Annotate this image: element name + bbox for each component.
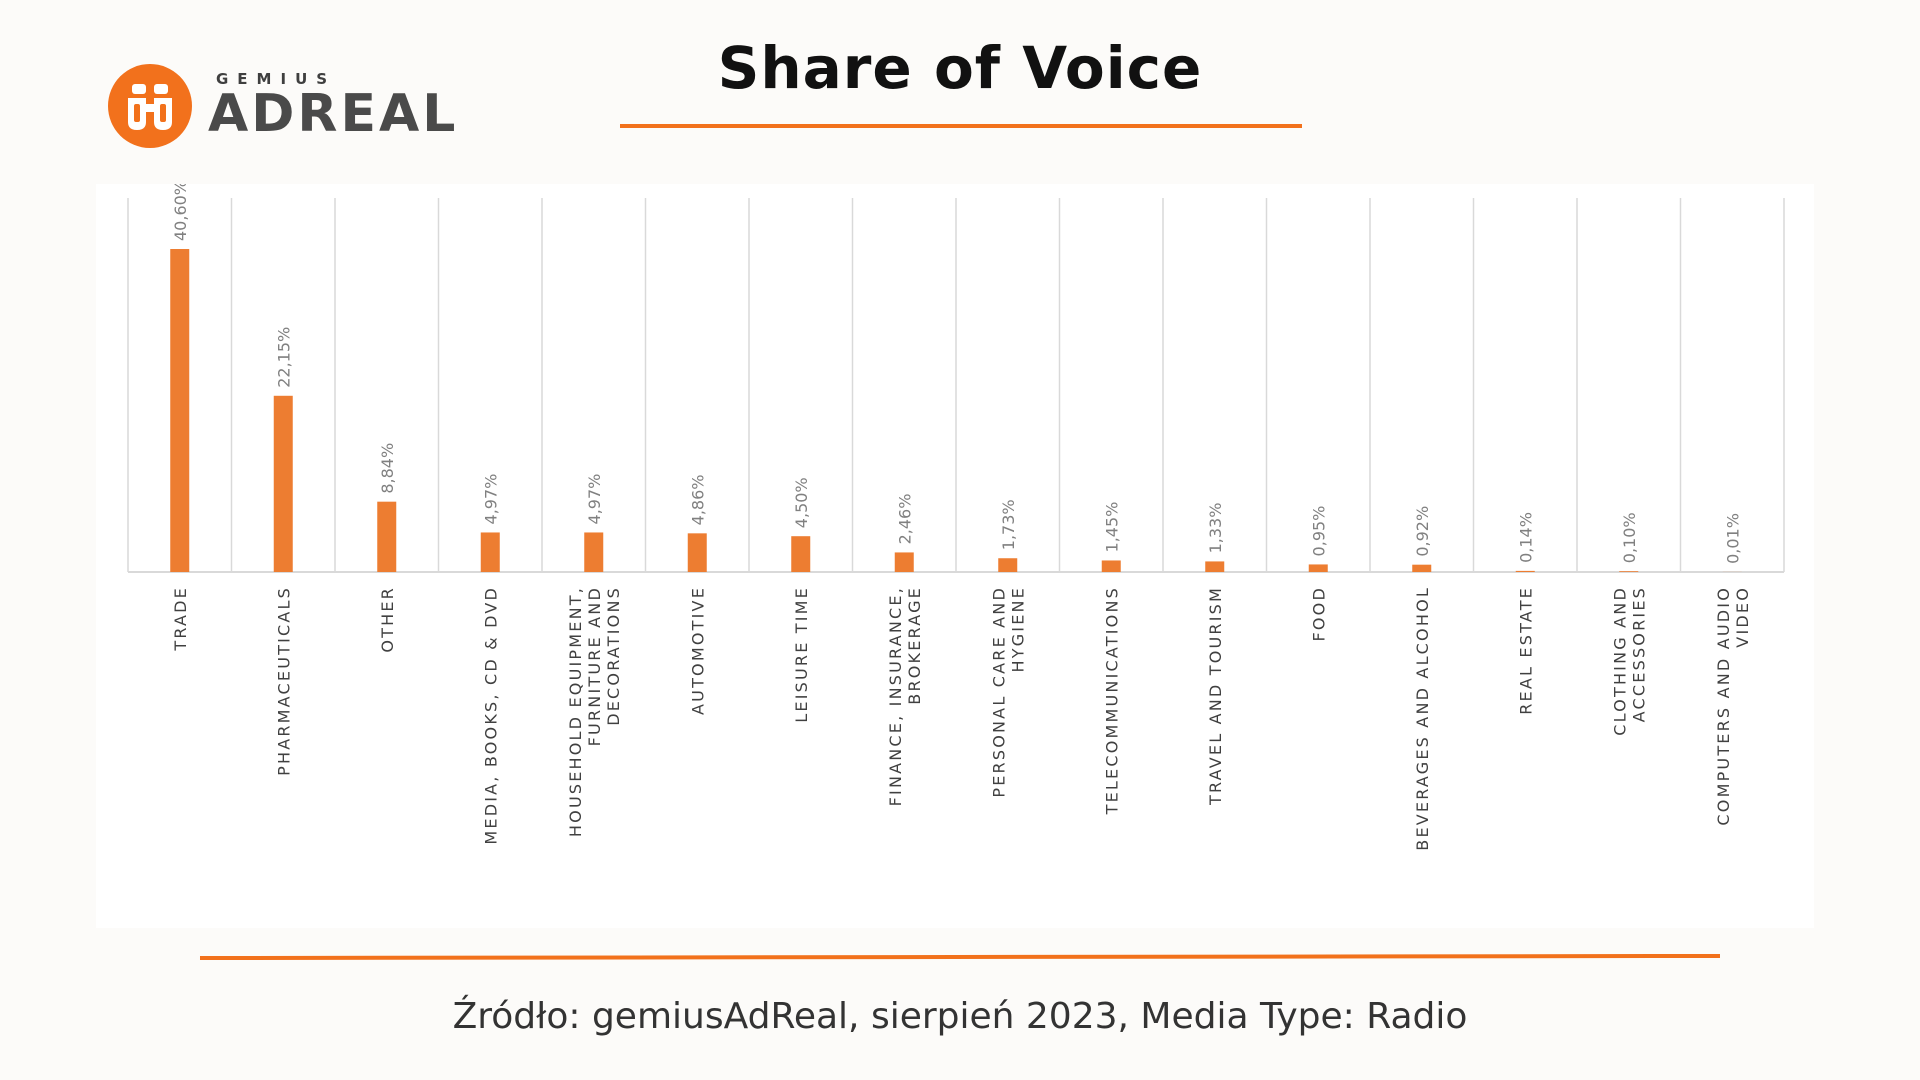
category-label: PHARMACEUTICALS — [274, 586, 293, 776]
data-label: 1,45% — [1102, 502, 1121, 553]
share-of-voice-chart: 40,60% TRADE 22,15% PHARMACEUTICALS 8,84% OTH… — [127, 184, 1785, 851]
data-label: 0,10% — [1620, 512, 1639, 563]
bar — [1619, 571, 1639, 572]
bar — [1205, 561, 1225, 572]
data-label: 1,33% — [1206, 503, 1225, 554]
category-label: PERSONAL CARE ANDHYGIENE — [989, 586, 1027, 798]
category-label: BEVERAGES AND ALCOHOL — [1413, 586, 1432, 851]
bar — [791, 536, 811, 572]
category-label: FINANCE, INSURANCE,BROKERAGE — [886, 586, 924, 806]
data-label: 0,14% — [1516, 512, 1535, 563]
data-label: 4,86% — [688, 475, 707, 526]
data-label: 0,01% — [1723, 513, 1742, 564]
bar — [1412, 564, 1432, 572]
data-label: 4,97% — [585, 474, 604, 525]
page-title: Share of Voice — [717, 34, 1203, 102]
bar — [377, 501, 397, 572]
category-label: LEISURE TIME — [792, 586, 811, 723]
data-label: 1,73% — [999, 499, 1018, 550]
category-label: REAL ESTATE — [1516, 586, 1535, 715]
title-underline — [620, 124, 1302, 128]
category-label: COMPUTERS AND AUDIOVIDEO — [1714, 586, 1752, 826]
gemius-adreal-logo: GEMIUS ADREAL — [108, 64, 455, 154]
category-label: TELECOMMUNICATIONS — [1102, 586, 1121, 815]
data-label: 22,15% — [274, 327, 293, 388]
footer-divider — [199, 953, 1721, 961]
binoculars-icon — [108, 64, 192, 148]
bar — [1308, 564, 1328, 572]
data-label: 0,92% — [1413, 506, 1432, 557]
logo-subtitle: GEMIUS — [216, 70, 337, 88]
bar — [480, 532, 500, 572]
logo-wordmark: ADREAL — [208, 84, 459, 144]
category-label: TRADE — [171, 586, 190, 652]
category-label: FOOD — [1309, 586, 1328, 642]
data-label: 4,50% — [792, 477, 811, 528]
source-note: Źródło: gemiusAdReal, sierpień 2023, Med… — [452, 996, 1468, 1037]
data-label: 4,97% — [481, 474, 500, 525]
bar — [894, 552, 914, 572]
category-label: MEDIA, BOOKS, CD & DVD — [481, 586, 500, 845]
category-label: CLOTHING ANDACCESSORIES — [1610, 586, 1648, 736]
data-label: 8,84% — [378, 443, 397, 494]
bar — [998, 558, 1018, 572]
category-label: OTHER — [378, 586, 397, 653]
data-label: 2,46% — [895, 494, 914, 545]
bar — [584, 532, 604, 572]
data-label: 40,60% — [171, 184, 190, 241]
bar — [687, 533, 707, 572]
category-label: TRAVEL AND TOURISM — [1206, 586, 1225, 806]
bar — [273, 395, 293, 572]
chart-panel: 40,60% TRADE 22,15% PHARMACEUTICALS 8,84% OTH… — [96, 184, 1814, 928]
data-label: 0,95% — [1309, 506, 1328, 557]
category-label: HOUSEHOLD EQUIPMENT,FURNITURE ANDDECORAT… — [566, 586, 623, 837]
bar — [1101, 560, 1121, 572]
category-label: AUTOMOTIVE — [688, 586, 707, 715]
bar — [170, 249, 190, 572]
bar — [1515, 570, 1535, 572]
